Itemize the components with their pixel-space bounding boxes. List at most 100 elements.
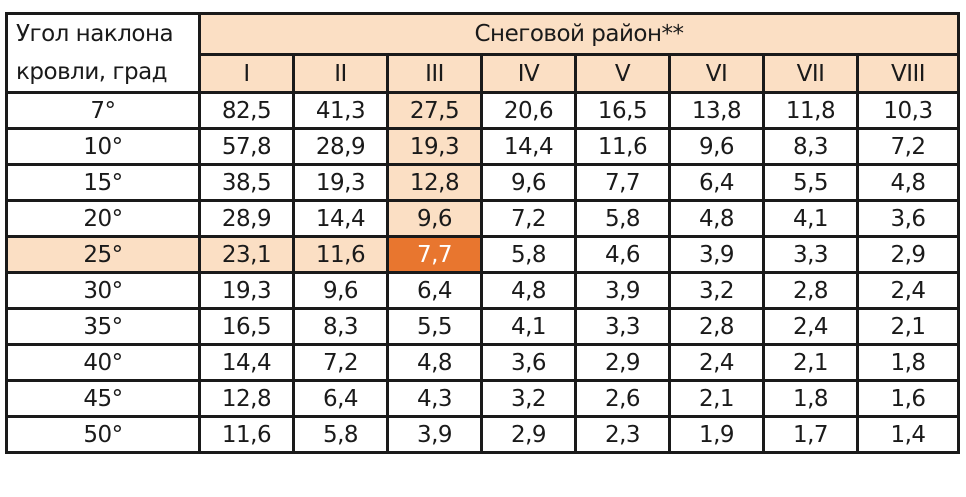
value-cell: 12,8 [386, 163, 483, 202]
value-cell: 9,6 [668, 127, 765, 166]
value-cell: 4,6 [574, 235, 671, 274]
value-cell: 57,8 [198, 127, 295, 166]
value-cell: 2,8 [668, 307, 765, 346]
value-cell: 5,8 [574, 199, 671, 238]
value-cell: 5,5 [762, 163, 859, 202]
value-cell: 7,2 [480, 199, 577, 238]
value-cell: 9,6 [386, 199, 483, 238]
value-cell: 2,9 [855, 235, 961, 274]
value-cell: 3,6 [480, 343, 577, 382]
angle-cell: 15° [5, 163, 201, 202]
value-cell: 41,3 [292, 91, 389, 130]
value-cell: 1,8 [855, 343, 961, 382]
value-cell: 6,4 [386, 271, 483, 310]
value-cell: 4,3 [386, 379, 483, 418]
angle-cell: 30° [5, 271, 201, 310]
angle-cell: 20° [5, 199, 201, 238]
value-cell: 2,9 [480, 415, 577, 454]
value-cell: 10,3 [855, 91, 961, 130]
value-cell: 11,6 [574, 127, 671, 166]
angle-cell: 10° [5, 127, 201, 166]
column-header: VII [762, 53, 859, 94]
value-cell: 38,5 [198, 163, 295, 202]
value-cell: 1,6 [855, 379, 961, 418]
value-cell: 2,3 [574, 415, 671, 454]
header-title: Снеговой район** [197, 11, 961, 57]
angle-cell: 40° [5, 343, 201, 382]
value-cell: 1,9 [668, 415, 765, 454]
value-cell: 3,3 [762, 235, 859, 274]
table-row: 50° 11,6 5,8 3,9 2,9 2,3 1,9 1,7 1,4 [5, 415, 961, 454]
table-row: 20° 28,9 14,4 9,6 7,2 5,8 4,8 4,1 3,6 [5, 199, 961, 238]
angle-cell: 35° [5, 307, 201, 346]
value-cell: 28,9 [198, 199, 295, 238]
angle-cell: 25° [5, 235, 201, 274]
value-cell: 11,8 [762, 91, 859, 130]
value-cell: 19,3 [386, 127, 483, 166]
value-cell: 14,4 [198, 343, 295, 382]
value-cell: 1,8 [762, 379, 859, 418]
value-cell: 7,2 [292, 343, 389, 382]
angle-cell: 7° [5, 91, 201, 130]
value-cell: 3,9 [668, 235, 765, 274]
value-cell: 16,5 [574, 91, 671, 130]
column-header: III [386, 53, 483, 94]
value-cell: 23,1 [198, 235, 295, 274]
value-cell: 11,6 [198, 415, 295, 454]
value-cell: 9,6 [480, 163, 577, 202]
value-cell: 3,9 [386, 415, 483, 454]
table-row: 25° 23,1 11,6 7,7 5,8 4,6 3,9 3,3 2,9 [5, 235, 961, 274]
value-cell: 7,7 [574, 163, 671, 202]
value-cell: 82,5 [198, 91, 295, 130]
table-row: 7° 82,5 41,3 27,5 20,6 16,5 13,8 11,8 10,3 [5, 91, 961, 130]
value-cell: 2,4 [855, 271, 961, 310]
value-cell: 3,2 [668, 271, 765, 310]
corner-cell: Угол наклона кровли, град [5, 12, 201, 94]
angle-cell: 50° [5, 415, 201, 454]
header-row: Угол наклона кровли, град Снеговой район** [5, 11, 961, 94]
value-cell: 14,4 [480, 127, 577, 166]
value-cell: 27,5 [386, 91, 483, 130]
table-row: 15° 38,5 19,3 12,8 9,6 7,7 6,4 5,5 4,8 [5, 163, 961, 202]
value-cell: 4,8 [668, 199, 765, 238]
value-cell: 7,2 [855, 127, 961, 166]
value-cell: 2,8 [762, 271, 859, 310]
value-cell: 4,8 [480, 271, 577, 310]
value-cell: 3,6 [855, 199, 961, 238]
value-cell: 4,8 [386, 343, 483, 382]
angle-cell: 45° [5, 379, 201, 418]
value-cell: 6,4 [668, 163, 765, 202]
value-cell: 13,8 [668, 91, 765, 130]
table-row: 10° 57,8 28,9 19,3 14,4 11,6 9,6 8,3 7,2 [5, 127, 961, 166]
value-cell: 19,3 [292, 163, 389, 202]
value-cell: 12,8 [198, 379, 295, 418]
table-row: 40° 14,4 7,2 4,8 3,6 2,9 2,4 2,1 1,8 [5, 343, 961, 382]
value-cell: 4,1 [762, 199, 859, 238]
value-cell: 3,9 [574, 271, 671, 310]
value-cell: 9,6 [292, 271, 389, 310]
corner-line: Угол наклона [16, 21, 174, 47]
value-cell: 3,2 [480, 379, 577, 418]
column-header: IV [480, 53, 577, 94]
value-cell: 2,1 [855, 307, 961, 346]
value-cell: 8,3 [292, 307, 389, 346]
value-cell: 3,3 [574, 307, 671, 346]
column-header: I [198, 53, 295, 94]
value-cell: 11,6 [292, 235, 389, 274]
header-row: I II III IV V VI VII VIII [7, 53, 961, 94]
value-cell: 5,8 [292, 415, 389, 454]
value-cell: 5,5 [386, 307, 483, 346]
value-cell: 2,4 [762, 307, 859, 346]
value-cell: 5,8 [480, 235, 577, 274]
value-cell: 19,3 [198, 271, 295, 310]
value-cell: 2,1 [762, 343, 859, 382]
value-cell: 7,7 [386, 235, 483, 274]
column-header: V [574, 53, 671, 94]
corner-line: кровли, град [16, 59, 168, 85]
value-cell: 16,5 [198, 307, 295, 346]
value-cell: 2,6 [574, 379, 671, 418]
value-cell: 2,9 [574, 343, 671, 382]
value-cell: 28,9 [292, 127, 389, 166]
table-row: 35° 16,5 8,3 5,5 4,1 3,3 2,8 2,4 2,1 [5, 307, 961, 346]
